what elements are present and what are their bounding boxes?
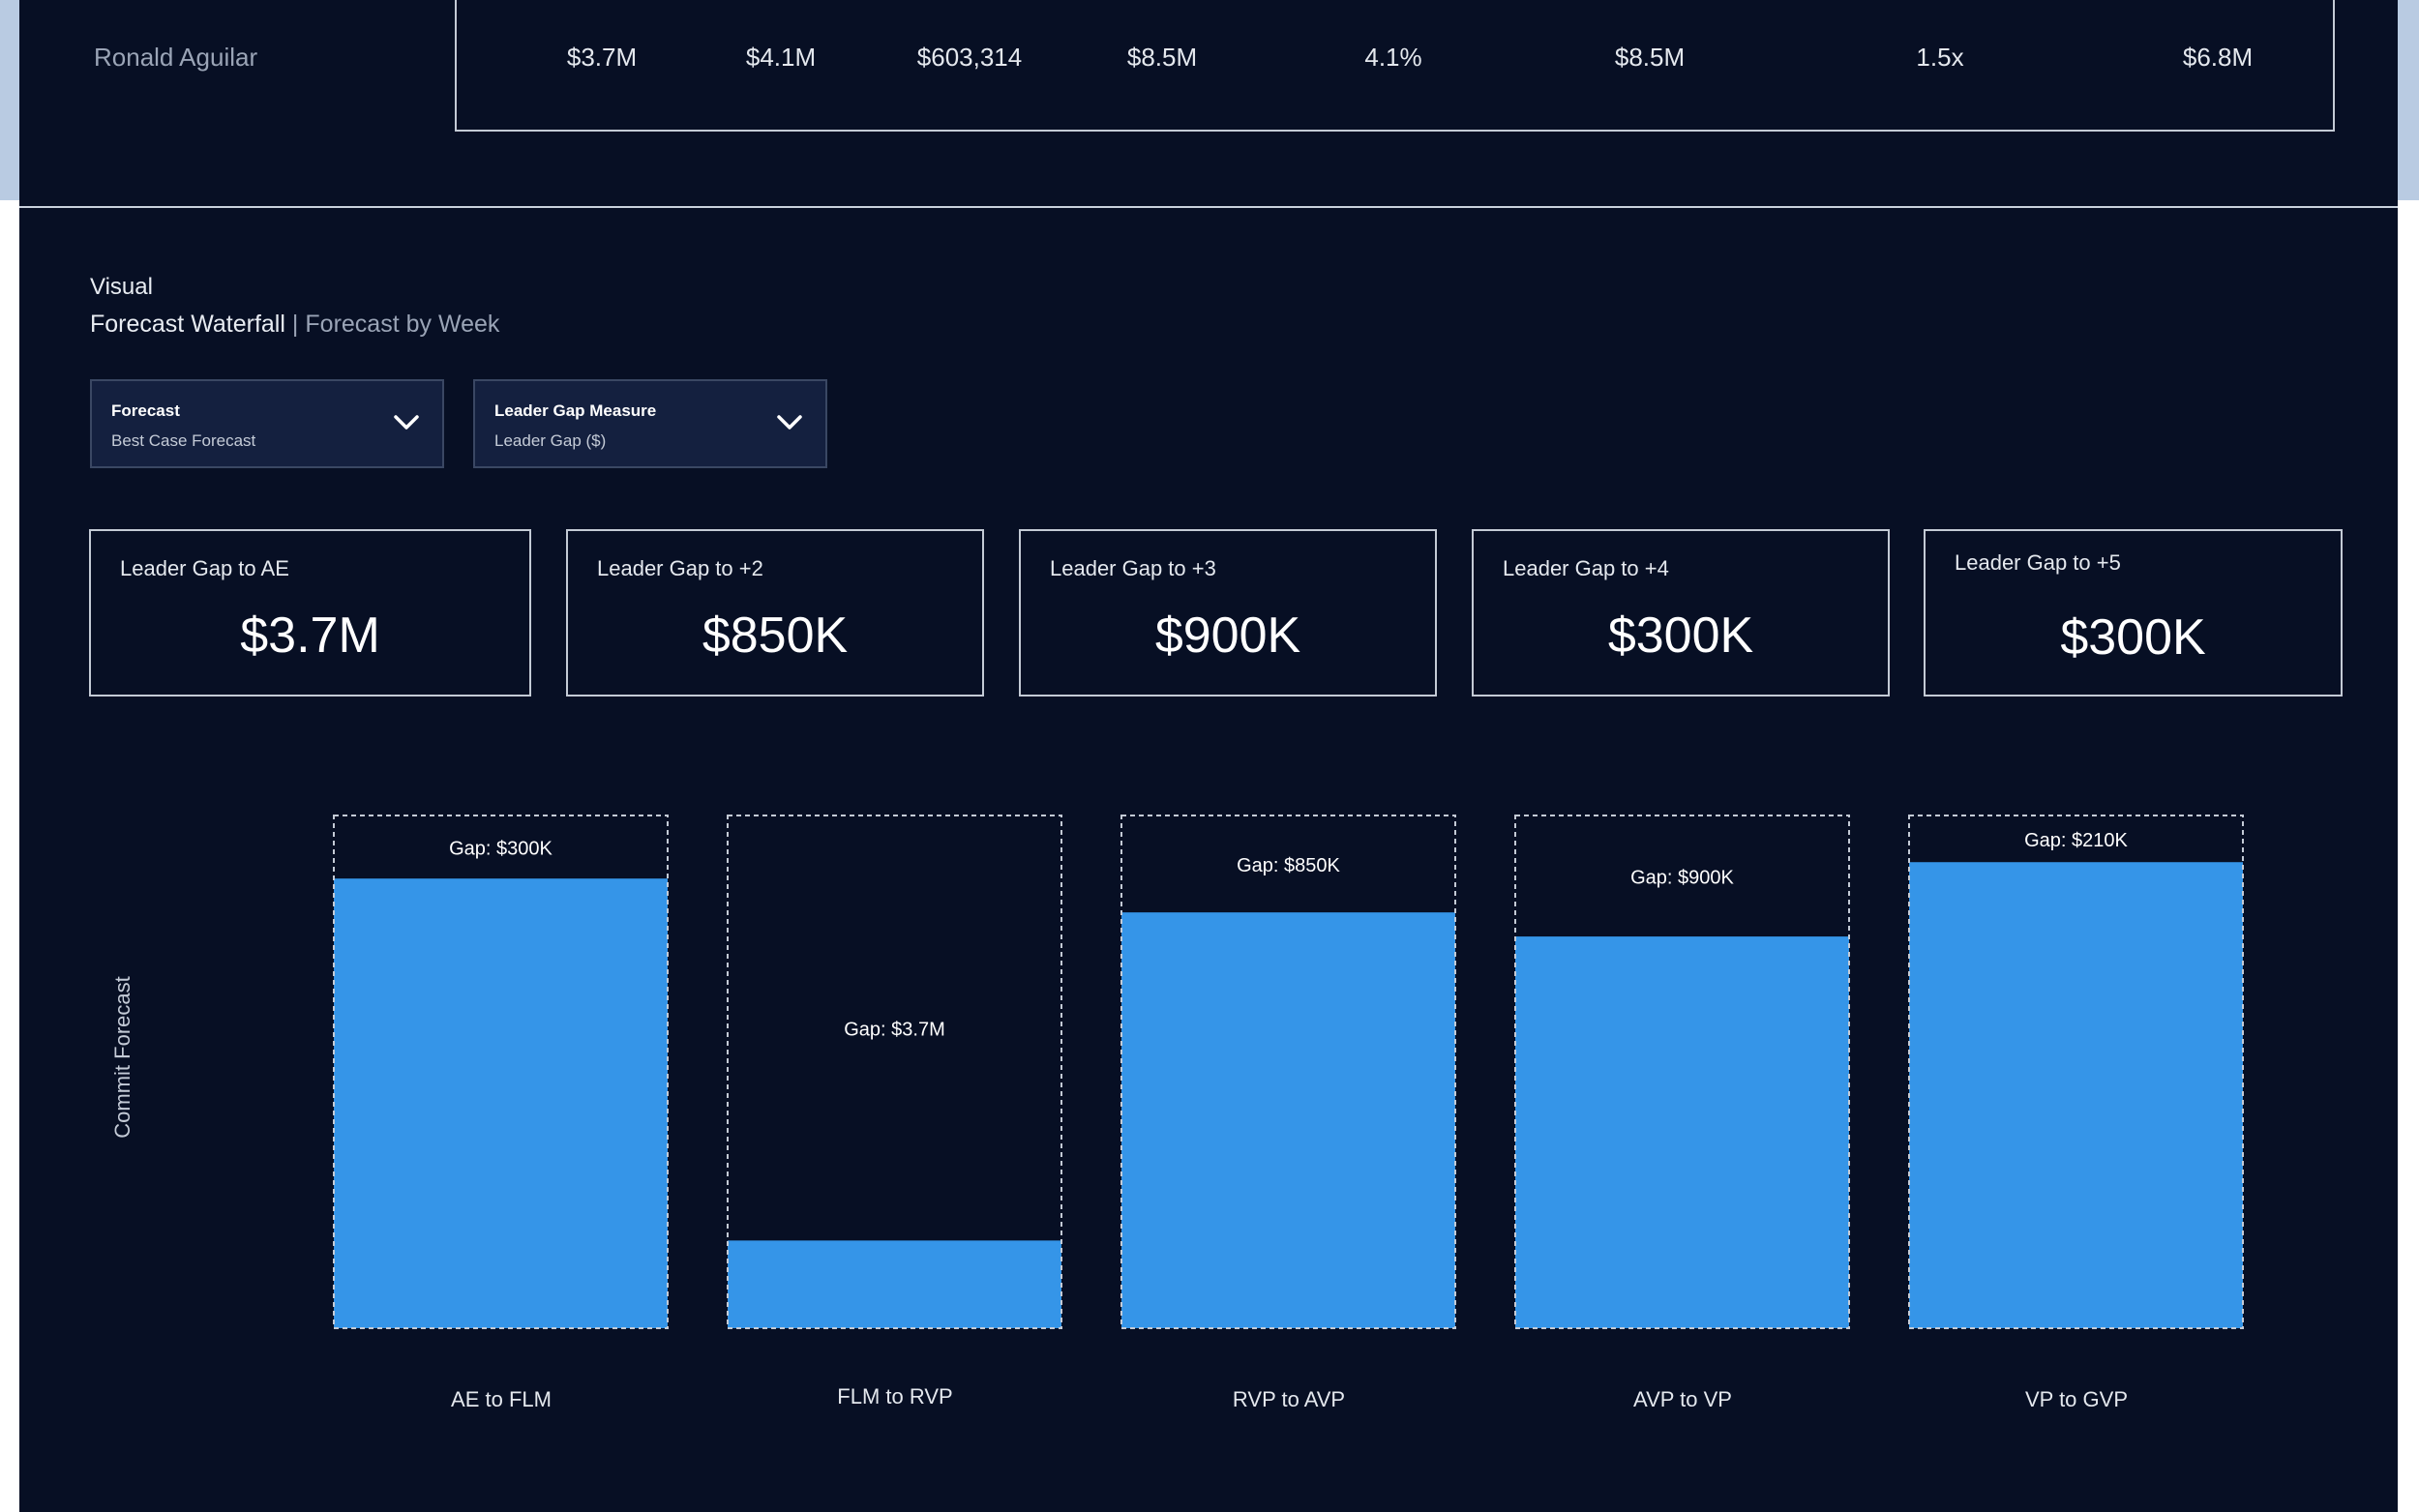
table-cell: $4.1M bbox=[745, 43, 817, 72]
chevron-down-icon bbox=[777, 415, 802, 430]
tab-forecast-by-week[interactable]: Forecast by Week bbox=[305, 311, 500, 338]
kpi-label: Leader Gap to AE bbox=[120, 556, 289, 580]
dropdown-value: Best Case Forecast bbox=[111, 431, 256, 450]
kpi-label: Leader Gap to +5 bbox=[1955, 550, 2121, 575]
dropdown-label: Forecast bbox=[111, 401, 180, 420]
kpi-value: $900K bbox=[1154, 608, 1301, 664]
right-edge-strip bbox=[2398, 0, 2419, 200]
table-cell: 1.5x bbox=[1916, 43, 1964, 72]
kpi-card-leader-gap-4: Leader Gap to +4 $300K bbox=[1472, 529, 1890, 697]
kpi-card-leader-gap-5: Leader Gap to +5 $300K bbox=[1924, 529, 2343, 697]
tab-forecast-waterfall[interactable]: Forecast Waterfall bbox=[90, 311, 285, 338]
x-tick-label: VP to GVP bbox=[2025, 1387, 2128, 1411]
dropdown-label: Leader Gap Measure bbox=[494, 401, 657, 420]
kpi-label: Leader Gap to +4 bbox=[1503, 556, 1669, 580]
visual-tabs: Forecast Waterfall | Forecast by Week bbox=[90, 311, 499, 339]
chevron-down-icon bbox=[394, 415, 419, 430]
table-panel bbox=[19, 0, 2398, 206]
dropdown-value: Leader Gap ($) bbox=[494, 431, 607, 450]
kpi-card-leader-gap-ae: Leader Gap to AE $3.7M bbox=[89, 529, 531, 697]
tab-separator: | bbox=[291, 311, 299, 338]
forecast-dropdown[interactable]: Forecast Best Case Forecast bbox=[90, 379, 444, 468]
table-row-name[interactable]: Ronald Aguilar bbox=[94, 43, 258, 72]
table-cell: $603,314 bbox=[916, 43, 1023, 72]
x-tick-label: RVP to AVP bbox=[1232, 1387, 1346, 1411]
kpi-value: $300K bbox=[2060, 609, 2206, 666]
kpi-value: $3.7M bbox=[240, 608, 380, 664]
table-cell: $3.7M bbox=[566, 43, 638, 72]
kpi-label: Leader Gap to +3 bbox=[1050, 556, 1216, 580]
table-row bbox=[455, 0, 2335, 132]
table-cell: $8.5M bbox=[1126, 43, 1198, 72]
section-divider bbox=[19, 206, 2398, 208]
table-cell: $8.5M bbox=[1614, 43, 1686, 72]
kpi-label: Leader Gap to +2 bbox=[597, 556, 763, 580]
section-title: Visual bbox=[90, 274, 153, 300]
kpi-value: $850K bbox=[702, 608, 849, 664]
y-axis-label: Commit Forecast bbox=[110, 976, 134, 1139]
x-tick-label: AVP to VP bbox=[1633, 1387, 1732, 1411]
table-cell: $6.8M bbox=[2182, 43, 2254, 72]
x-tick-label: FLM to RVP bbox=[837, 1384, 953, 1408]
kpi-value: $300K bbox=[1607, 608, 1754, 664]
kpi-card-leader-gap-2: Leader Gap to +2 $850K bbox=[566, 529, 984, 697]
left-edge-strip bbox=[0, 0, 19, 200]
x-tick-label: AE to FLM bbox=[451, 1387, 552, 1411]
leader-gap-measure-dropdown[interactable]: Leader Gap Measure Leader Gap ($) bbox=[473, 379, 827, 468]
table-cell: 4.1% bbox=[1364, 43, 1422, 72]
kpi-card-leader-gap-3: Leader Gap to +3 $900K bbox=[1019, 529, 1437, 697]
